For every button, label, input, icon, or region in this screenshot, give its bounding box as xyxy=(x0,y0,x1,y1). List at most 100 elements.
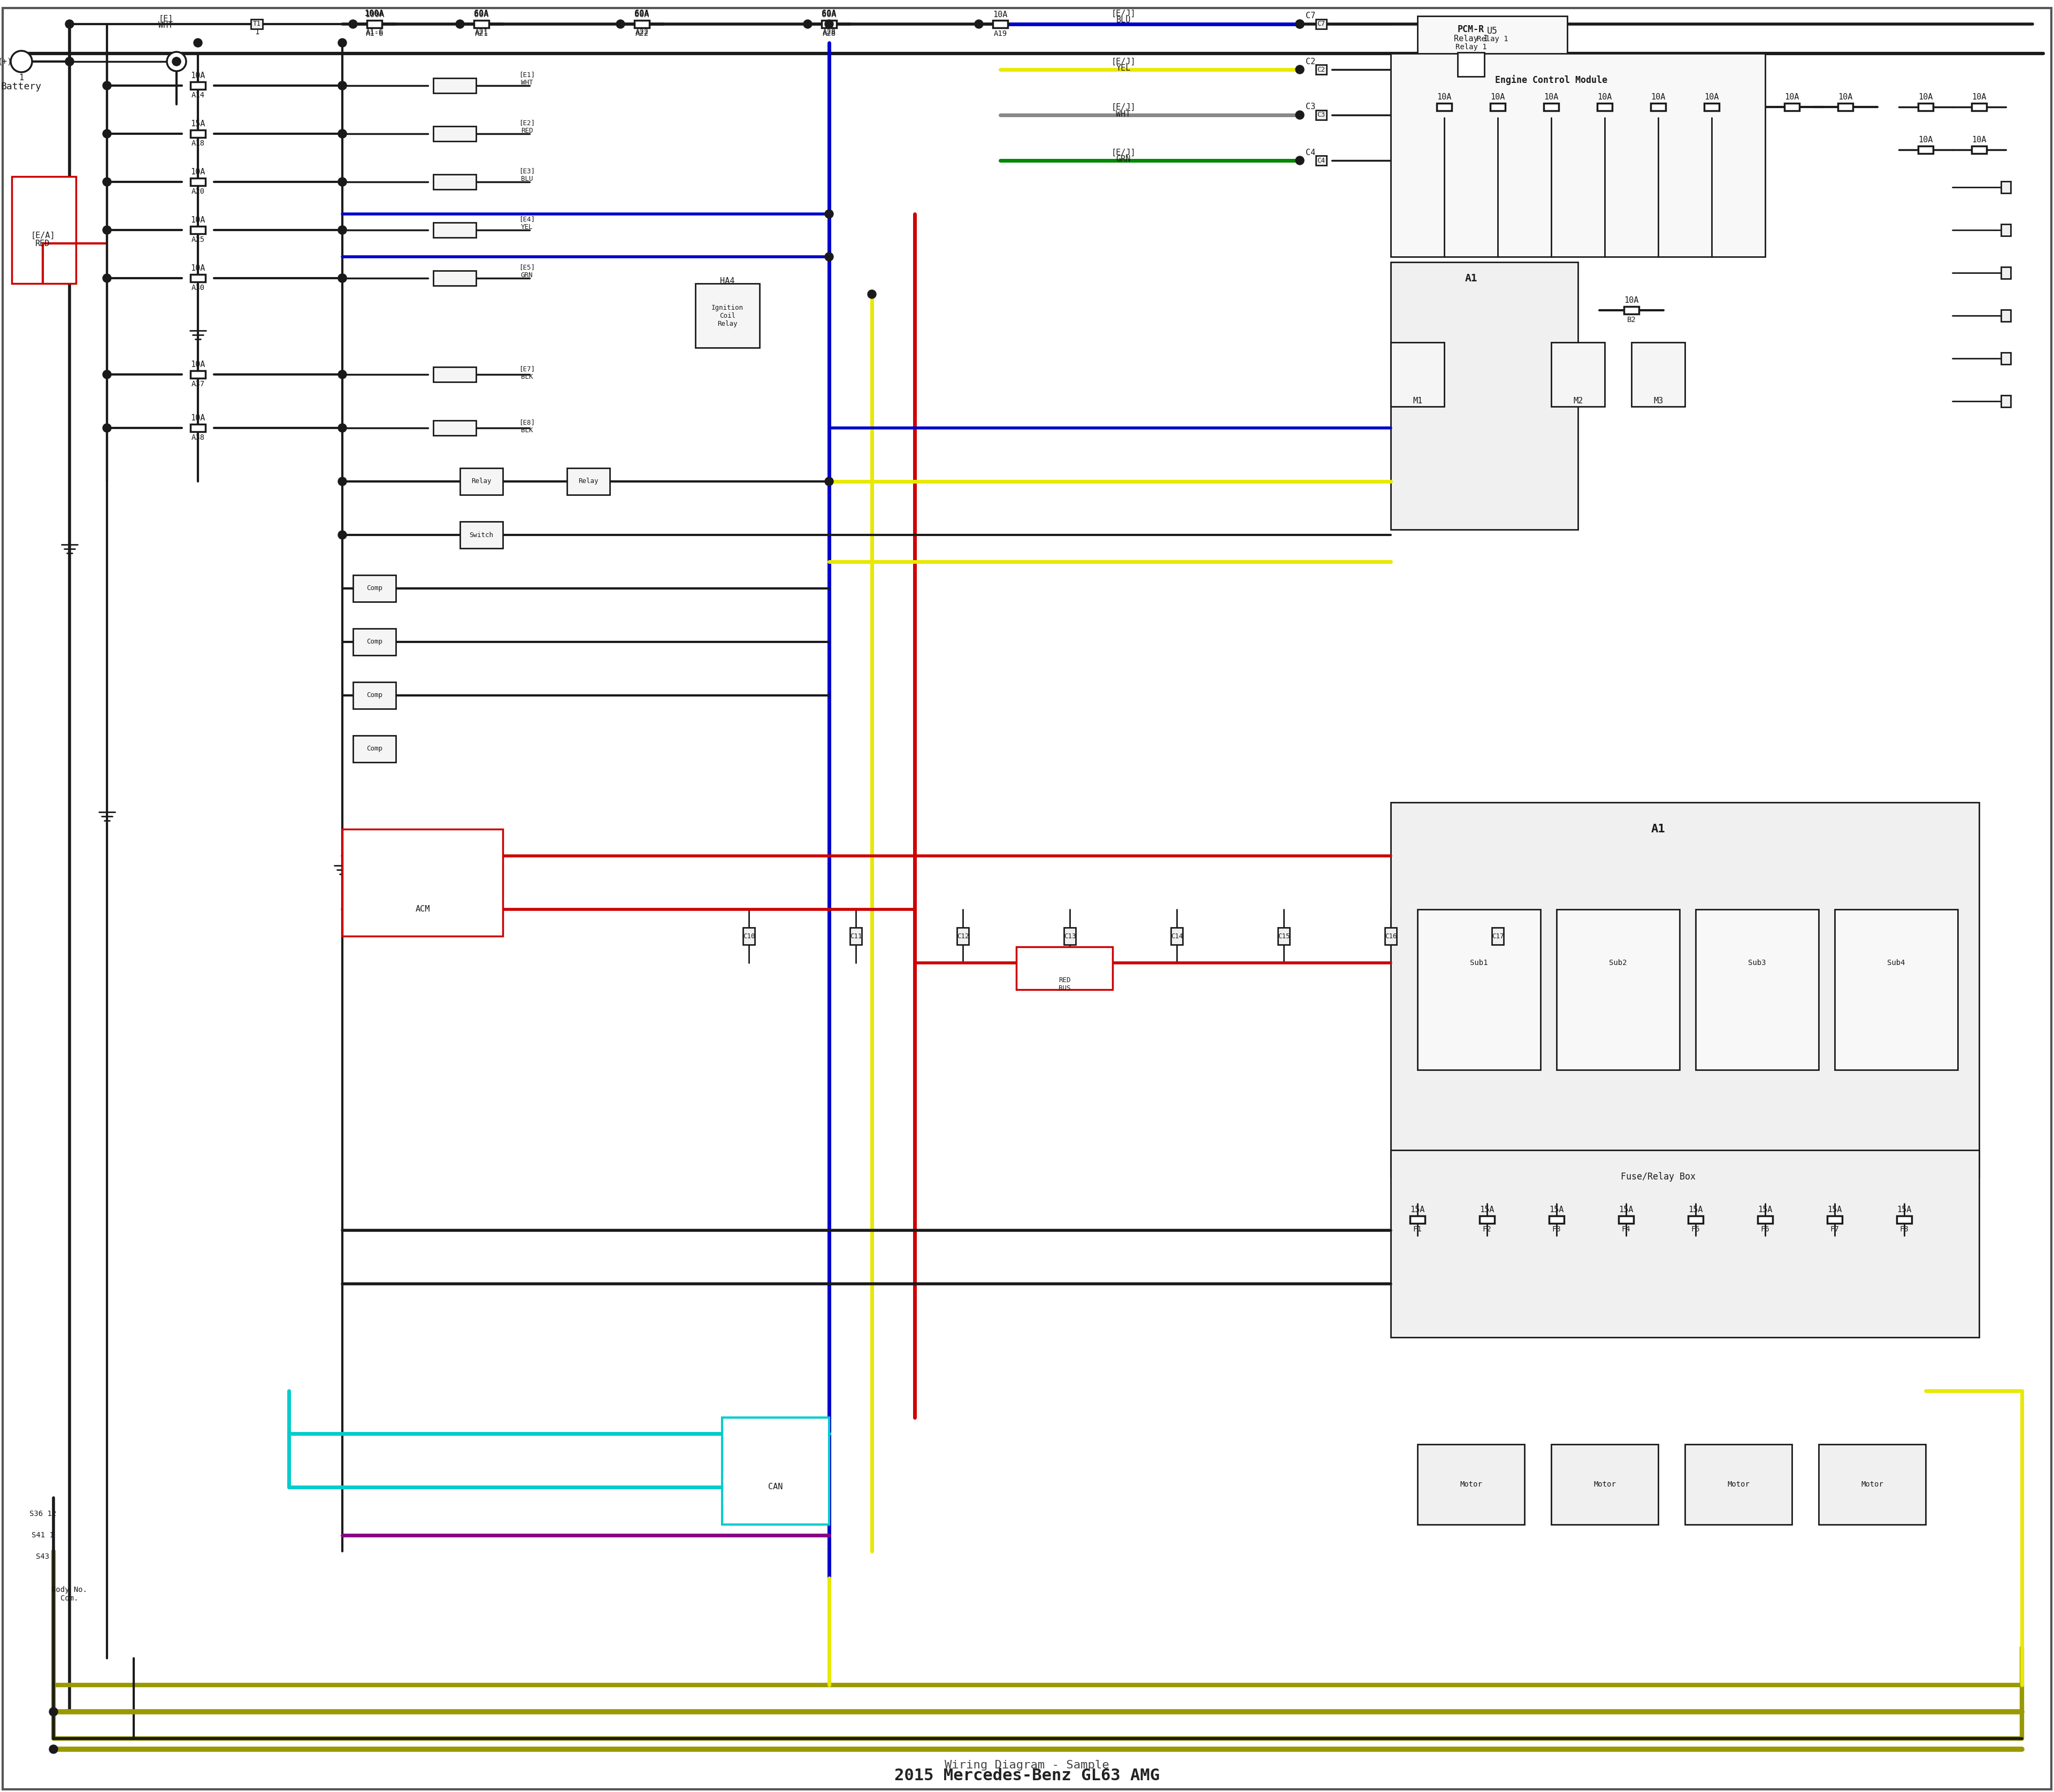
Bar xyxy=(191,425,205,432)
Text: Comp: Comp xyxy=(366,584,382,591)
Text: 15A: 15A xyxy=(1828,1206,1842,1213)
Circle shape xyxy=(103,371,111,378)
Text: A1-6: A1-6 xyxy=(366,30,384,38)
Text: 10A: 10A xyxy=(191,265,205,272)
Circle shape xyxy=(49,1745,58,1754)
Bar xyxy=(1391,1150,1980,1337)
Text: C10: C10 xyxy=(744,932,756,939)
Bar xyxy=(1278,928,1290,944)
Text: [E2]: [E2] xyxy=(520,120,534,127)
Text: A18: A18 xyxy=(191,140,205,147)
Text: A1: A1 xyxy=(1465,272,1477,283)
Text: Ignition
Coil
Relay: Ignition Coil Relay xyxy=(711,305,744,328)
Text: [E3]: [E3] xyxy=(520,168,534,174)
Bar xyxy=(1064,928,1076,944)
Bar xyxy=(2001,353,2011,364)
Bar xyxy=(343,830,503,935)
Bar xyxy=(433,174,477,190)
Text: BLK: BLK xyxy=(522,375,532,380)
Circle shape xyxy=(10,50,33,72)
Bar xyxy=(1838,104,1853,111)
Text: [E/J]: [E/J] xyxy=(1111,149,1136,156)
Bar xyxy=(1391,262,1577,530)
Text: [E]: [E] xyxy=(158,14,173,23)
Bar xyxy=(433,271,477,285)
Text: RED: RED xyxy=(35,240,49,247)
Circle shape xyxy=(339,477,347,486)
Bar xyxy=(2001,181,2011,194)
Text: C16: C16 xyxy=(1384,932,1397,939)
Bar xyxy=(1551,1444,1658,1525)
Circle shape xyxy=(66,57,74,66)
Text: 100A: 100A xyxy=(366,9,384,18)
Bar xyxy=(850,928,863,944)
Text: 15A: 15A xyxy=(1619,1206,1633,1213)
Circle shape xyxy=(339,81,347,90)
Bar xyxy=(957,928,969,944)
Text: [E/J]: [E/J] xyxy=(1111,102,1136,111)
Bar xyxy=(567,468,610,495)
Text: C12: C12 xyxy=(957,932,969,939)
Circle shape xyxy=(103,274,111,283)
Text: Motor: Motor xyxy=(1727,1480,1750,1487)
Text: S36 12: S36 12 xyxy=(29,1511,55,1518)
Text: 10A: 10A xyxy=(191,217,205,224)
Text: Motor: Motor xyxy=(1594,1480,1616,1487)
Text: GRN: GRN xyxy=(522,272,532,280)
Circle shape xyxy=(349,20,357,29)
Bar xyxy=(1758,1217,1773,1224)
Circle shape xyxy=(103,226,111,235)
Circle shape xyxy=(1296,20,1304,29)
Text: 10A: 10A xyxy=(191,168,205,176)
Text: 15A: 15A xyxy=(1549,1206,1563,1213)
Bar xyxy=(1631,342,1684,407)
Bar xyxy=(433,421,477,435)
Text: A30: A30 xyxy=(191,285,205,292)
Text: Comp: Comp xyxy=(366,692,382,699)
Bar xyxy=(191,82,205,90)
Circle shape xyxy=(103,129,111,138)
Bar xyxy=(635,20,649,29)
Circle shape xyxy=(616,20,624,29)
Bar xyxy=(1436,104,1452,111)
Text: F4: F4 xyxy=(1621,1226,1631,1233)
Bar xyxy=(433,222,477,238)
Bar xyxy=(1317,156,1327,165)
Bar xyxy=(368,20,382,29)
Text: M1: M1 xyxy=(1413,398,1421,405)
Text: 15A: 15A xyxy=(1898,1206,1912,1213)
Bar xyxy=(1896,1217,1912,1224)
Text: 10A: 10A xyxy=(1918,136,1933,143)
Text: 10A: 10A xyxy=(1545,93,1559,102)
Circle shape xyxy=(166,52,187,72)
Text: F6: F6 xyxy=(1760,1226,1771,1233)
Text: Sub3: Sub3 xyxy=(1748,959,1766,966)
Text: F8: F8 xyxy=(1900,1226,1908,1233)
Circle shape xyxy=(339,38,347,47)
Text: F3: F3 xyxy=(1553,1226,1561,1233)
Text: Body No.
Com.: Body No. Com. xyxy=(51,1586,88,1602)
Circle shape xyxy=(826,477,834,486)
Bar xyxy=(1688,1217,1703,1224)
Circle shape xyxy=(339,226,347,235)
Bar xyxy=(1317,20,1327,29)
Text: Relay: Relay xyxy=(579,478,598,486)
Text: 60A: 60A xyxy=(474,9,489,18)
Bar xyxy=(1391,803,1980,1177)
Circle shape xyxy=(974,20,984,29)
Bar xyxy=(433,367,477,382)
Text: C7: C7 xyxy=(1306,13,1315,20)
Text: 10A: 10A xyxy=(1705,93,1719,102)
Bar xyxy=(1625,306,1639,314)
Text: 10A: 10A xyxy=(191,360,205,369)
Text: 10A: 10A xyxy=(1651,93,1666,102)
Bar xyxy=(1549,1217,1563,1224)
Bar xyxy=(1391,54,1764,256)
Circle shape xyxy=(456,20,464,29)
Text: HA4: HA4 xyxy=(721,276,735,285)
Text: 10A: 10A xyxy=(1438,93,1452,102)
Text: 10A: 10A xyxy=(1972,136,1986,143)
Bar xyxy=(1317,65,1327,73)
Circle shape xyxy=(339,274,347,283)
Bar xyxy=(251,20,263,29)
